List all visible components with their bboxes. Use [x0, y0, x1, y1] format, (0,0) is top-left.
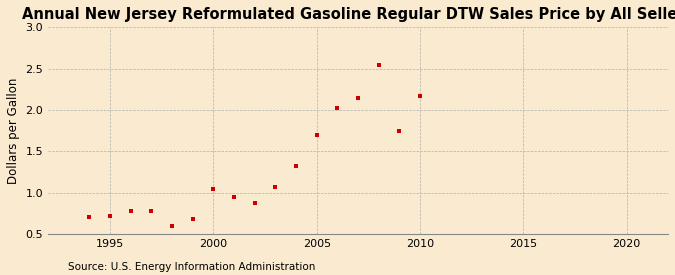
Point: [249, 200, 260, 205]
Y-axis label: Dollars per Gallon: Dollars per Gallon: [7, 78, 20, 184]
Point: [105, 214, 115, 218]
Point: [146, 209, 157, 213]
Point: [291, 164, 302, 168]
Point: [167, 224, 178, 228]
Point: [373, 63, 384, 67]
Point: [84, 214, 95, 219]
Point: [229, 194, 240, 199]
Point: [126, 209, 136, 213]
Point: [332, 106, 343, 111]
Point: [352, 95, 363, 100]
Point: [414, 94, 425, 98]
Point: [311, 133, 322, 137]
Point: [270, 185, 281, 189]
Text: Source: U.S. Energy Information Administration: Source: U.S. Energy Information Administ…: [68, 262, 315, 272]
Title: Annual New Jersey Reformulated Gasoline Regular DTW Sales Price by All Sellers: Annual New Jersey Reformulated Gasoline …: [22, 7, 675, 22]
Point: [188, 217, 198, 221]
Point: [208, 187, 219, 191]
Point: [394, 128, 405, 133]
